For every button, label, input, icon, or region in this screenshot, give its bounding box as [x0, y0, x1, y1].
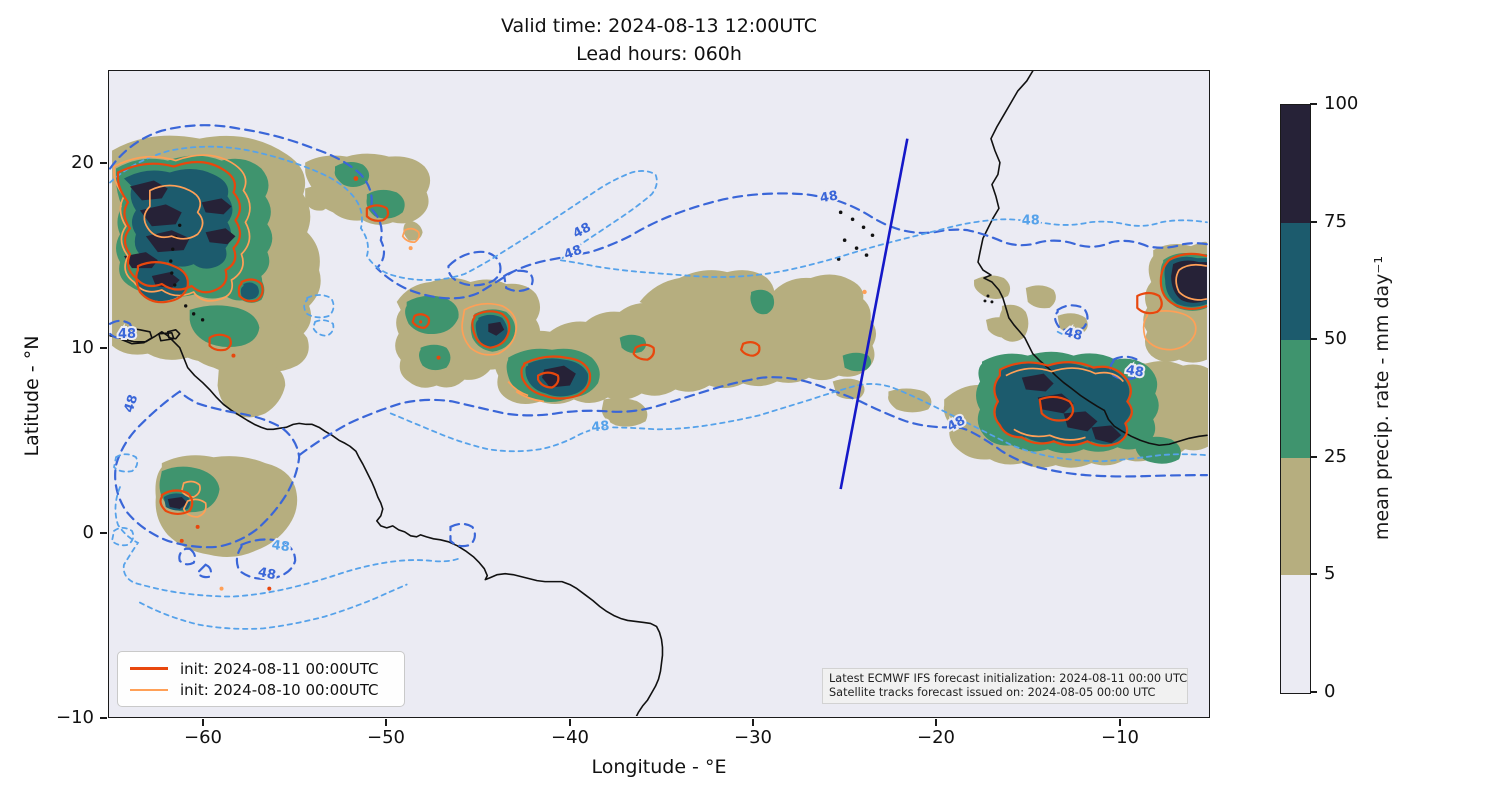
x-tick-label: −10 — [1101, 727, 1139, 748]
colorbar — [1280, 104, 1311, 694]
y-tick-label: 20 — [71, 152, 94, 173]
x-tick-mark — [202, 719, 204, 726]
y-tick-mark — [100, 532, 107, 534]
svg-text:48: 48 — [257, 565, 278, 583]
colorbar-tick-label: 75 — [1324, 211, 1347, 232]
y-tick-label: 10 — [71, 337, 94, 358]
legend-item-init-0811: init: 2024-08-11 00:00UTC — [130, 658, 394, 679]
trinidad-outline — [166, 329, 181, 340]
plot-title: Valid time: 2024-08-13 12:00UTC Lead hou… — [108, 12, 1210, 68]
colorbar-tick-label: 50 — [1324, 328, 1347, 349]
colorbar-tick — [1310, 103, 1317, 105]
svg-text:48: 48 — [1022, 213, 1040, 228]
y-tick-mark — [100, 162, 107, 164]
legend-label: init: 2024-08-10 00:00UTC — [180, 680, 379, 699]
x-tick-label: −30 — [734, 727, 772, 748]
colorbar-tick-label: 5 — [1324, 563, 1336, 584]
contour-48-light-blue — [109, 145, 1208, 630]
svg-text:48: 48 — [1063, 325, 1084, 344]
colorbar-tick-label: 25 — [1324, 446, 1347, 467]
x-tick-mark — [385, 719, 387, 726]
svg-text:48: 48 — [819, 188, 839, 206]
init-contour-2024-08-10 — [113, 154, 1208, 518]
colorbar-segment-50-75 — [1281, 222, 1310, 341]
x-tick-mark — [1119, 719, 1121, 726]
colorbar-tick — [1310, 221, 1317, 223]
colorbar-tick — [1310, 573, 1317, 575]
title-line-valid-time: Valid time: 2024-08-13 12:00UTC — [500, 15, 818, 37]
init-contour-dots-light — [219, 246, 867, 591]
x-tick-label: −50 — [367, 727, 405, 748]
colorbar-tick — [1310, 338, 1317, 340]
colorbar-segment-0-5 — [1281, 575, 1310, 693]
legend-line-swatch-dark-orange — [130, 667, 168, 670]
x-tick-mark — [752, 719, 754, 726]
map-plot-area[interactable]: 48 48 48 48 48 48 48 48 48 48 48 48 — [108, 70, 1210, 718]
y-axis-label: Latitude - °N — [21, 335, 43, 457]
colorbar-segment-75-100 — [1281, 105, 1310, 223]
x-tick-mark — [569, 719, 571, 726]
svg-text:48: 48 — [118, 327, 136, 342]
x-tick-mark — [935, 719, 937, 726]
x-tick-label: −60 — [184, 727, 222, 748]
puerto-rico-outline — [158, 331, 175, 342]
legend-label: init: 2024-08-11 00:00UTC — [180, 659, 379, 678]
title-line-lead-hours: Lead hours: 060h — [576, 43, 742, 65]
forecast-info-box: Latest ECMWF IFS forecast initialization… — [822, 668, 1188, 704]
y-tick-mark — [100, 717, 107, 719]
svg-text:48: 48 — [591, 419, 610, 436]
info-line-ecmwf-init: Latest ECMWF IFS forecast initialization… — [829, 672, 1188, 685]
legend-item-init-0810: init: 2024-08-10 00:00UTC — [130, 679, 394, 700]
legend-line-swatch-light-orange — [130, 688, 168, 691]
hispaniola-outline — [119, 328, 153, 345]
y-tick-label: −10 — [56, 707, 94, 728]
x-tick-label: −40 — [551, 727, 589, 748]
y-tick-mark — [100, 347, 107, 349]
colorbar-tick — [1310, 456, 1317, 458]
colorbar-label: mean precip. rate - mm day⁻¹ — [1371, 255, 1393, 541]
map-canvas: 48 48 48 48 48 48 48 48 48 48 48 48 — [109, 71, 1208, 716]
colorbar-segment-5-25 — [1281, 457, 1310, 576]
init-contour-2024-08-11 — [116, 160, 1208, 516]
init-contour-dots — [179, 176, 441, 591]
south-america-coastline — [109, 330, 664, 716]
info-line-satellite-issued: Satellite tracks forecast issued on: 202… — [829, 686, 1156, 699]
colorbar-tick — [1310, 691, 1317, 693]
svg-text:48: 48 — [1125, 363, 1145, 381]
svg-text:48: 48 — [121, 393, 141, 415]
precip-fill-5-25 — [112, 135, 1208, 557]
x-tick-label: −20 — [917, 727, 955, 748]
colorbar-segment-25-50 — [1281, 340, 1310, 458]
svg-text:48: 48 — [562, 243, 584, 263]
y-tick-label: 0 — [82, 522, 94, 543]
svg-text:48: 48 — [571, 220, 594, 242]
svg-text:48: 48 — [271, 538, 291, 555]
satellite-track-line — [839, 138, 909, 490]
colorbar-tick-label: 100 — [1324, 93, 1359, 114]
x-axis-label: Longitude - °E — [591, 756, 727, 778]
contour-48-medium-blue — [109, 124, 1208, 581]
init-legend: init: 2024-08-11 00:00UTC init: 2024-08-… — [117, 651, 405, 707]
colorbar-tick-label: 0 — [1324, 681, 1336, 702]
